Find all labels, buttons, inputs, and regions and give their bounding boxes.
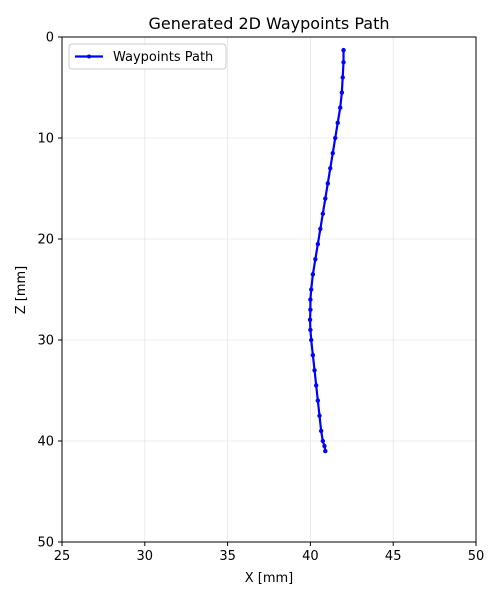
waypoint-marker — [335, 120, 340, 126]
legend: Waypoints Path — [68, 43, 227, 70]
y-tick-label: 10 — [37, 132, 54, 147]
y-tick-label: 0 — [46, 31, 54, 46]
chart-title: Generated 2D Waypoints Path — [149, 14, 390, 33]
waypoint-marker — [315, 398, 321, 403]
waypoint-marker — [308, 327, 313, 333]
legend-marker-swatch — [87, 54, 91, 59]
series-layer — [307, 47, 346, 454]
x-tick-label: 25 — [54, 549, 71, 564]
x-tick-label: 40 — [302, 549, 319, 564]
waypoint-marker — [310, 272, 316, 277]
waypoint-marker — [333, 135, 338, 141]
x-tick-label: 35 — [219, 549, 236, 564]
waypoint-marker — [339, 90, 345, 95]
waypoint-marker — [341, 60, 346, 65]
waypoint-marker — [308, 297, 313, 302]
y-tick-label: 40 — [37, 435, 54, 450]
waypoint-marker — [308, 307, 313, 312]
waypoint-marker — [320, 211, 326, 216]
legend-label: Waypoints Path — [113, 50, 213, 65]
x-axis-label: X [mm] — [245, 571, 294, 586]
waypoint-marker — [318, 428, 324, 434]
waypoint-marker — [338, 105, 343, 110]
waypoint-marker — [325, 181, 330, 186]
ticks: 25 30 35 40 45 50 0 10 20 30 40 50 — [37, 31, 484, 565]
waypoint-marker — [323, 448, 328, 454]
waypoint-marker — [315, 241, 321, 247]
legend-box — [68, 43, 227, 70]
waypoint-marker — [313, 383, 319, 388]
waypoint-marker — [323, 196, 328, 201]
waypoint-marker — [309, 337, 314, 343]
x-tick-label: 45 — [385, 549, 402, 564]
y-axis-label: Z [mm] — [14, 266, 29, 315]
waypoint-marker — [307, 317, 313, 322]
waypoint-marker — [310, 352, 316, 358]
waypoint-marker — [320, 438, 326, 444]
waypoint-marker — [312, 368, 317, 373]
x-tick-label: 30 — [137, 549, 154, 564]
waypoint-marker — [317, 413, 322, 418]
waypoint-marker — [340, 75, 345, 80]
y-tick-label: 20 — [37, 233, 54, 248]
waypoint-marker — [313, 257, 318, 262]
waypoint-marker — [330, 150, 335, 156]
plot-frame — [61, 36, 477, 543]
waypoint-marker — [318, 226, 323, 232]
waypoint-marker — [322, 443, 327, 449]
waypoint-marker — [328, 166, 333, 171]
waypoint-marker — [341, 47, 346, 53]
waypoint-marker — [309, 287, 314, 292]
y-tick-label: 30 — [37, 334, 54, 349]
y-tick-label: 50 — [37, 536, 54, 551]
x-tick-label: 50 — [468, 549, 485, 564]
